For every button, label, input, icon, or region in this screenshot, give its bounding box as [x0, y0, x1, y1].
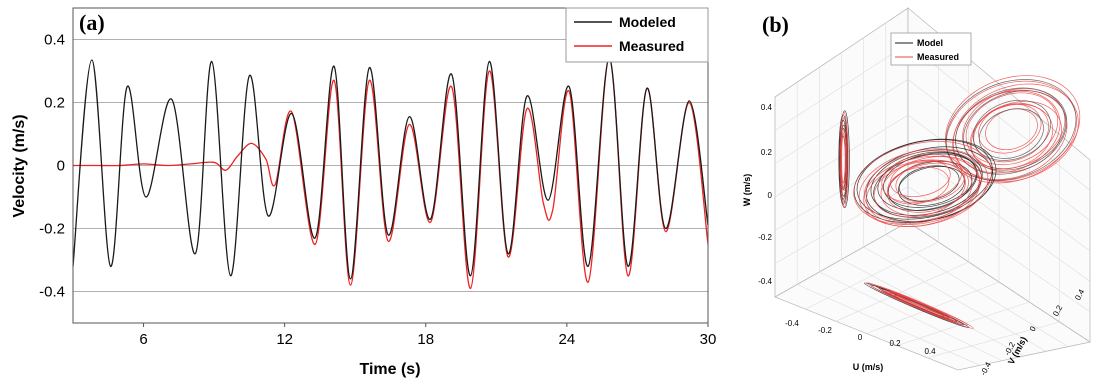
trajectory-loop — [864, 150, 982, 223]
trajectory-loop — [881, 290, 956, 323]
trajectory-loop — [965, 92, 1059, 165]
trajectory-loop — [880, 156, 980, 217]
u-tick-label: -0.2 — [818, 326, 832, 335]
legend-label-modeled: Modeled — [619, 14, 676, 30]
u-axis-title: U (m/s) — [853, 362, 884, 372]
w-axis-title: W (m/s) — [742, 174, 752, 207]
series-lines — [72, 57, 709, 290]
trajectory-loop — [887, 166, 950, 205]
tick-labels: 0.4 0.2 0 -0.2 -0.4 6 12 18 24 30 — [39, 32, 716, 349]
y-tick-label: 0.4 — [44, 32, 65, 49]
x-tick-label: 30 — [700, 331, 717, 348]
trajectory-loop — [866, 159, 973, 225]
trajectory-loop — [853, 140, 992, 226]
x-tick-label: 6 — [139, 331, 147, 348]
trajectory-loop — [838, 114, 848, 205]
legend-box-b — [890, 32, 972, 66]
chart-b-svg: 0.40.20-0.2-0.4-0.4-0.200.20.4-0.4-0.200… — [742, 7, 1092, 377]
y-tick-label: -0.2 — [39, 221, 65, 238]
panel-label-a: (a) — [79, 10, 105, 35]
chart-a: 0.4 0.2 0 -0.2 -0.4 6 12 18 24 30 (a) Time (s) Ve… — [11, 7, 716, 378]
trajectory-loop — [873, 161, 966, 218]
trajectory-loop — [841, 128, 848, 191]
w-tick-label: -0.4 — [758, 277, 772, 286]
legend-b: Model Measured — [890, 32, 972, 66]
wall-gridline — [774, 186, 909, 264]
w-tick-label: 0.2 — [761, 148, 773, 157]
chart-b: 0.4 0.2 0 -0.2 -0.4 -0.4 -0.2 0 0.2 0.4 -0.4 -0.2 0 0… — [720, 0, 1105, 380]
x-tick-label: 12 — [276, 331, 293, 348]
legend-a: Modeled Measured — [565, 7, 709, 63]
orbit-measured — [853, 140, 992, 227]
legend-label-model: Model — [917, 38, 943, 48]
chart-a-svg: 0.4 0.2 0 -0.2 -0.4 6 12 18 24 30 (a) Time (s) Ve… — [11, 7, 716, 378]
y-tick-label: 0.2 — [44, 95, 65, 112]
u-tick-label: 0.4 — [924, 347, 936, 356]
trajectory-loop — [856, 139, 993, 220]
legend-label-measured: Measured — [619, 38, 684, 54]
trajectory-loop — [887, 162, 969, 213]
floor-projection-measured — [866, 282, 974, 329]
v-tick-label: 0 — [1028, 324, 1038, 333]
3d-grid-lines — [774, 22, 1091, 366]
trajectory-loop — [840, 135, 846, 184]
y-tick-label: -0.4 — [39, 284, 65, 301]
legend-label-measured-b: Measured — [917, 52, 959, 62]
trajectory-loop — [895, 160, 965, 203]
trajectory-loop — [962, 90, 1067, 171]
w-tick-label: 0.4 — [761, 103, 773, 112]
legend-box — [565, 7, 709, 63]
u-tick-label: 0 — [858, 333, 863, 342]
trajectory-loop — [874, 285, 968, 326]
floor-gridline — [927, 321, 1060, 359]
trajectory-loop — [978, 108, 1044, 159]
y-axis-title: Velocity (m/s) — [11, 114, 28, 217]
w-tick-label: 0 — [768, 191, 773, 200]
left-projection-measured — [839, 111, 849, 208]
x-tick-label: 24 — [559, 331, 576, 348]
plot-frame — [72, 7, 709, 324]
y-tick-label: 0 — [57, 158, 65, 175]
x-axis-title: Time (s) — [359, 361, 420, 378]
panel-label-b: (b) — [762, 12, 789, 37]
series-line-modeled — [72, 57, 709, 280]
x-tick-label: 18 — [417, 331, 434, 348]
trajectory-loop — [972, 100, 1051, 161]
trajectory-loop — [858, 148, 989, 227]
3d-trajectories — [838, 75, 1081, 329]
trajectory-loop — [896, 294, 946, 316]
u-tick-label: 0.2 — [889, 339, 901, 348]
trajectory-loop — [952, 83, 1079, 183]
trajectory-loop — [890, 160, 951, 197]
u-tick-label: -0.4 — [785, 319, 799, 328]
trajectory-loop — [881, 153, 962, 203]
w-tick-label: -0.2 — [758, 233, 772, 242]
